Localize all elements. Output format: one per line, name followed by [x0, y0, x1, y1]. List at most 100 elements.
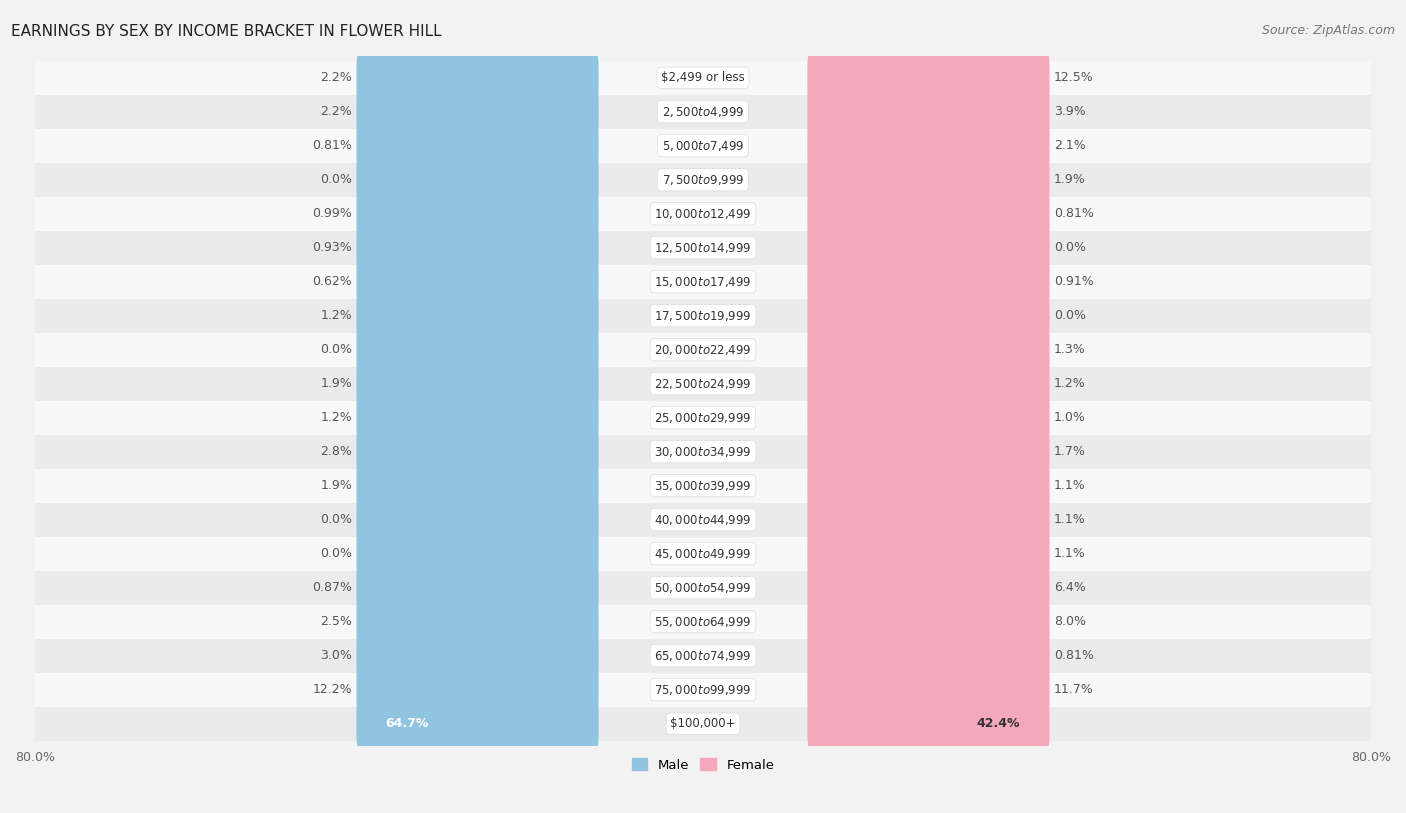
Text: 0.0%: 0.0%	[1053, 309, 1085, 322]
Text: 1.2%: 1.2%	[321, 309, 353, 322]
FancyBboxPatch shape	[807, 527, 1049, 581]
Bar	[35, 502, 1371, 537]
Text: 0.0%: 0.0%	[1053, 241, 1085, 254]
FancyBboxPatch shape	[807, 663, 1049, 717]
Text: 2.1%: 2.1%	[1053, 139, 1085, 152]
Text: $100,000+: $100,000+	[671, 717, 735, 730]
Text: EARNINGS BY SEX BY INCOME BRACKET IN FLOWER HILL: EARNINGS BY SEX BY INCOME BRACKET IN FLO…	[11, 24, 441, 39]
Text: 1.1%: 1.1%	[1053, 547, 1085, 560]
Text: 0.87%: 0.87%	[312, 581, 353, 594]
Bar	[35, 469, 1371, 502]
FancyBboxPatch shape	[807, 697, 1049, 751]
Text: 8.0%: 8.0%	[1053, 615, 1085, 628]
Bar	[35, 706, 1371, 741]
Text: 1.9%: 1.9%	[321, 377, 353, 390]
FancyBboxPatch shape	[357, 289, 599, 343]
Bar	[35, 265, 1371, 298]
FancyBboxPatch shape	[357, 119, 599, 173]
Text: 0.0%: 0.0%	[321, 513, 353, 526]
Text: 1.9%: 1.9%	[321, 479, 353, 492]
FancyBboxPatch shape	[357, 220, 599, 275]
Text: 1.2%: 1.2%	[1053, 377, 1085, 390]
FancyBboxPatch shape	[357, 50, 599, 105]
Text: 42.4%: 42.4%	[977, 717, 1021, 730]
Text: $2,500 to $4,999: $2,500 to $4,999	[662, 105, 744, 119]
Text: 3.9%: 3.9%	[1053, 105, 1085, 118]
Text: 0.81%: 0.81%	[1053, 650, 1094, 662]
FancyBboxPatch shape	[357, 697, 599, 751]
Text: 1.3%: 1.3%	[1053, 343, 1085, 356]
Bar	[35, 435, 1371, 469]
Text: 2.8%: 2.8%	[321, 446, 353, 459]
FancyBboxPatch shape	[357, 323, 599, 377]
Bar	[35, 128, 1371, 163]
Text: $22,500 to $24,999: $22,500 to $24,999	[654, 376, 752, 391]
FancyBboxPatch shape	[807, 254, 1049, 309]
FancyBboxPatch shape	[807, 323, 1049, 377]
Text: 1.0%: 1.0%	[1053, 411, 1085, 424]
Text: 0.0%: 0.0%	[321, 547, 353, 560]
Text: 12.2%: 12.2%	[312, 683, 353, 696]
Text: 1.2%: 1.2%	[321, 411, 353, 424]
FancyBboxPatch shape	[807, 50, 1049, 105]
Text: $25,000 to $29,999: $25,000 to $29,999	[654, 411, 752, 424]
Text: $20,000 to $22,499: $20,000 to $22,499	[654, 343, 752, 357]
FancyBboxPatch shape	[807, 390, 1049, 445]
Text: $30,000 to $34,999: $30,000 to $34,999	[654, 445, 752, 459]
Bar	[35, 401, 1371, 435]
Text: $40,000 to $44,999: $40,000 to $44,999	[654, 513, 752, 527]
FancyBboxPatch shape	[357, 663, 599, 717]
FancyBboxPatch shape	[357, 628, 599, 683]
Bar	[35, 333, 1371, 367]
Text: 0.0%: 0.0%	[321, 343, 353, 356]
FancyBboxPatch shape	[357, 85, 599, 139]
Text: 0.0%: 0.0%	[321, 173, 353, 186]
Bar	[35, 95, 1371, 128]
Text: 1.9%: 1.9%	[1053, 173, 1085, 186]
FancyBboxPatch shape	[807, 594, 1049, 649]
FancyBboxPatch shape	[807, 424, 1049, 479]
FancyBboxPatch shape	[807, 289, 1049, 343]
Text: 0.99%: 0.99%	[312, 207, 353, 220]
FancyBboxPatch shape	[807, 560, 1049, 615]
Text: $65,000 to $74,999: $65,000 to $74,999	[654, 649, 752, 663]
Text: $50,000 to $54,999: $50,000 to $54,999	[654, 580, 752, 594]
Text: 2.2%: 2.2%	[321, 105, 353, 118]
Text: $45,000 to $49,999: $45,000 to $49,999	[654, 546, 752, 561]
FancyBboxPatch shape	[807, 459, 1049, 513]
FancyBboxPatch shape	[357, 560, 599, 615]
FancyBboxPatch shape	[357, 493, 599, 547]
FancyBboxPatch shape	[807, 493, 1049, 547]
FancyBboxPatch shape	[807, 357, 1049, 411]
Text: 1.1%: 1.1%	[1053, 513, 1085, 526]
Legend: Male, Female: Male, Female	[626, 753, 780, 777]
FancyBboxPatch shape	[357, 390, 599, 445]
Bar	[35, 298, 1371, 333]
FancyBboxPatch shape	[357, 153, 599, 207]
Text: 2.5%: 2.5%	[321, 615, 353, 628]
Bar	[35, 639, 1371, 672]
Text: $55,000 to $64,999: $55,000 to $64,999	[654, 615, 752, 628]
Text: 0.93%: 0.93%	[312, 241, 353, 254]
Text: $17,500 to $19,999: $17,500 to $19,999	[654, 309, 752, 323]
Text: 11.7%: 11.7%	[1053, 683, 1094, 696]
Text: 6.4%: 6.4%	[1053, 581, 1085, 594]
Text: 0.62%: 0.62%	[312, 276, 353, 289]
Text: 3.0%: 3.0%	[321, 650, 353, 662]
FancyBboxPatch shape	[357, 357, 599, 411]
Text: 1.7%: 1.7%	[1053, 446, 1085, 459]
FancyBboxPatch shape	[357, 254, 599, 309]
Bar	[35, 197, 1371, 231]
FancyBboxPatch shape	[357, 424, 599, 479]
Bar	[35, 537, 1371, 571]
Text: $5,000 to $7,499: $5,000 to $7,499	[662, 139, 744, 153]
FancyBboxPatch shape	[807, 153, 1049, 207]
Text: 0.91%: 0.91%	[1053, 276, 1094, 289]
Bar	[35, 367, 1371, 401]
Text: $10,000 to $12,499: $10,000 to $12,499	[654, 207, 752, 221]
FancyBboxPatch shape	[807, 220, 1049, 275]
Text: 2.2%: 2.2%	[321, 72, 353, 85]
FancyBboxPatch shape	[807, 119, 1049, 173]
Text: $2,499 or less: $2,499 or less	[661, 72, 745, 85]
Text: 1.1%: 1.1%	[1053, 479, 1085, 492]
